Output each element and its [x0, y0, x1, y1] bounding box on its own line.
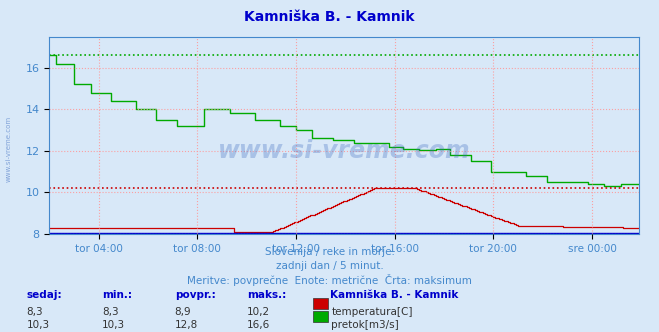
Text: 10,3: 10,3	[26, 320, 49, 330]
Text: zadnji dan / 5 minut.: zadnji dan / 5 minut.	[275, 261, 384, 271]
Text: Meritve: povprečne  Enote: metrične  Črta: maksimum: Meritve: povprečne Enote: metrične Črta:…	[187, 274, 472, 286]
Text: povpr.:: povpr.:	[175, 290, 215, 300]
Text: maks.:: maks.:	[247, 290, 287, 300]
Text: Kamniška B. - Kamnik: Kamniška B. - Kamnik	[330, 290, 458, 300]
Text: sedaj:: sedaj:	[26, 290, 62, 300]
Text: www.si-vreme.com: www.si-vreme.com	[5, 116, 12, 183]
Text: temperatura[C]: temperatura[C]	[331, 307, 413, 317]
Text: Slovenija / reke in morje.: Slovenija / reke in morje.	[264, 247, 395, 257]
Text: 12,8: 12,8	[175, 320, 198, 330]
Text: pretok[m3/s]: pretok[m3/s]	[331, 320, 399, 330]
Text: 8,9: 8,9	[175, 307, 191, 317]
Text: 8,3: 8,3	[102, 307, 119, 317]
Text: 10,3: 10,3	[102, 320, 125, 330]
Text: 10,2: 10,2	[247, 307, 270, 317]
Text: min.:: min.:	[102, 290, 132, 300]
Text: www.si-vreme.com: www.si-vreme.com	[218, 139, 471, 163]
Text: 16,6: 16,6	[247, 320, 270, 330]
Text: 8,3: 8,3	[26, 307, 43, 317]
Text: Kamniška B. - Kamnik: Kamniška B. - Kamnik	[244, 10, 415, 24]
